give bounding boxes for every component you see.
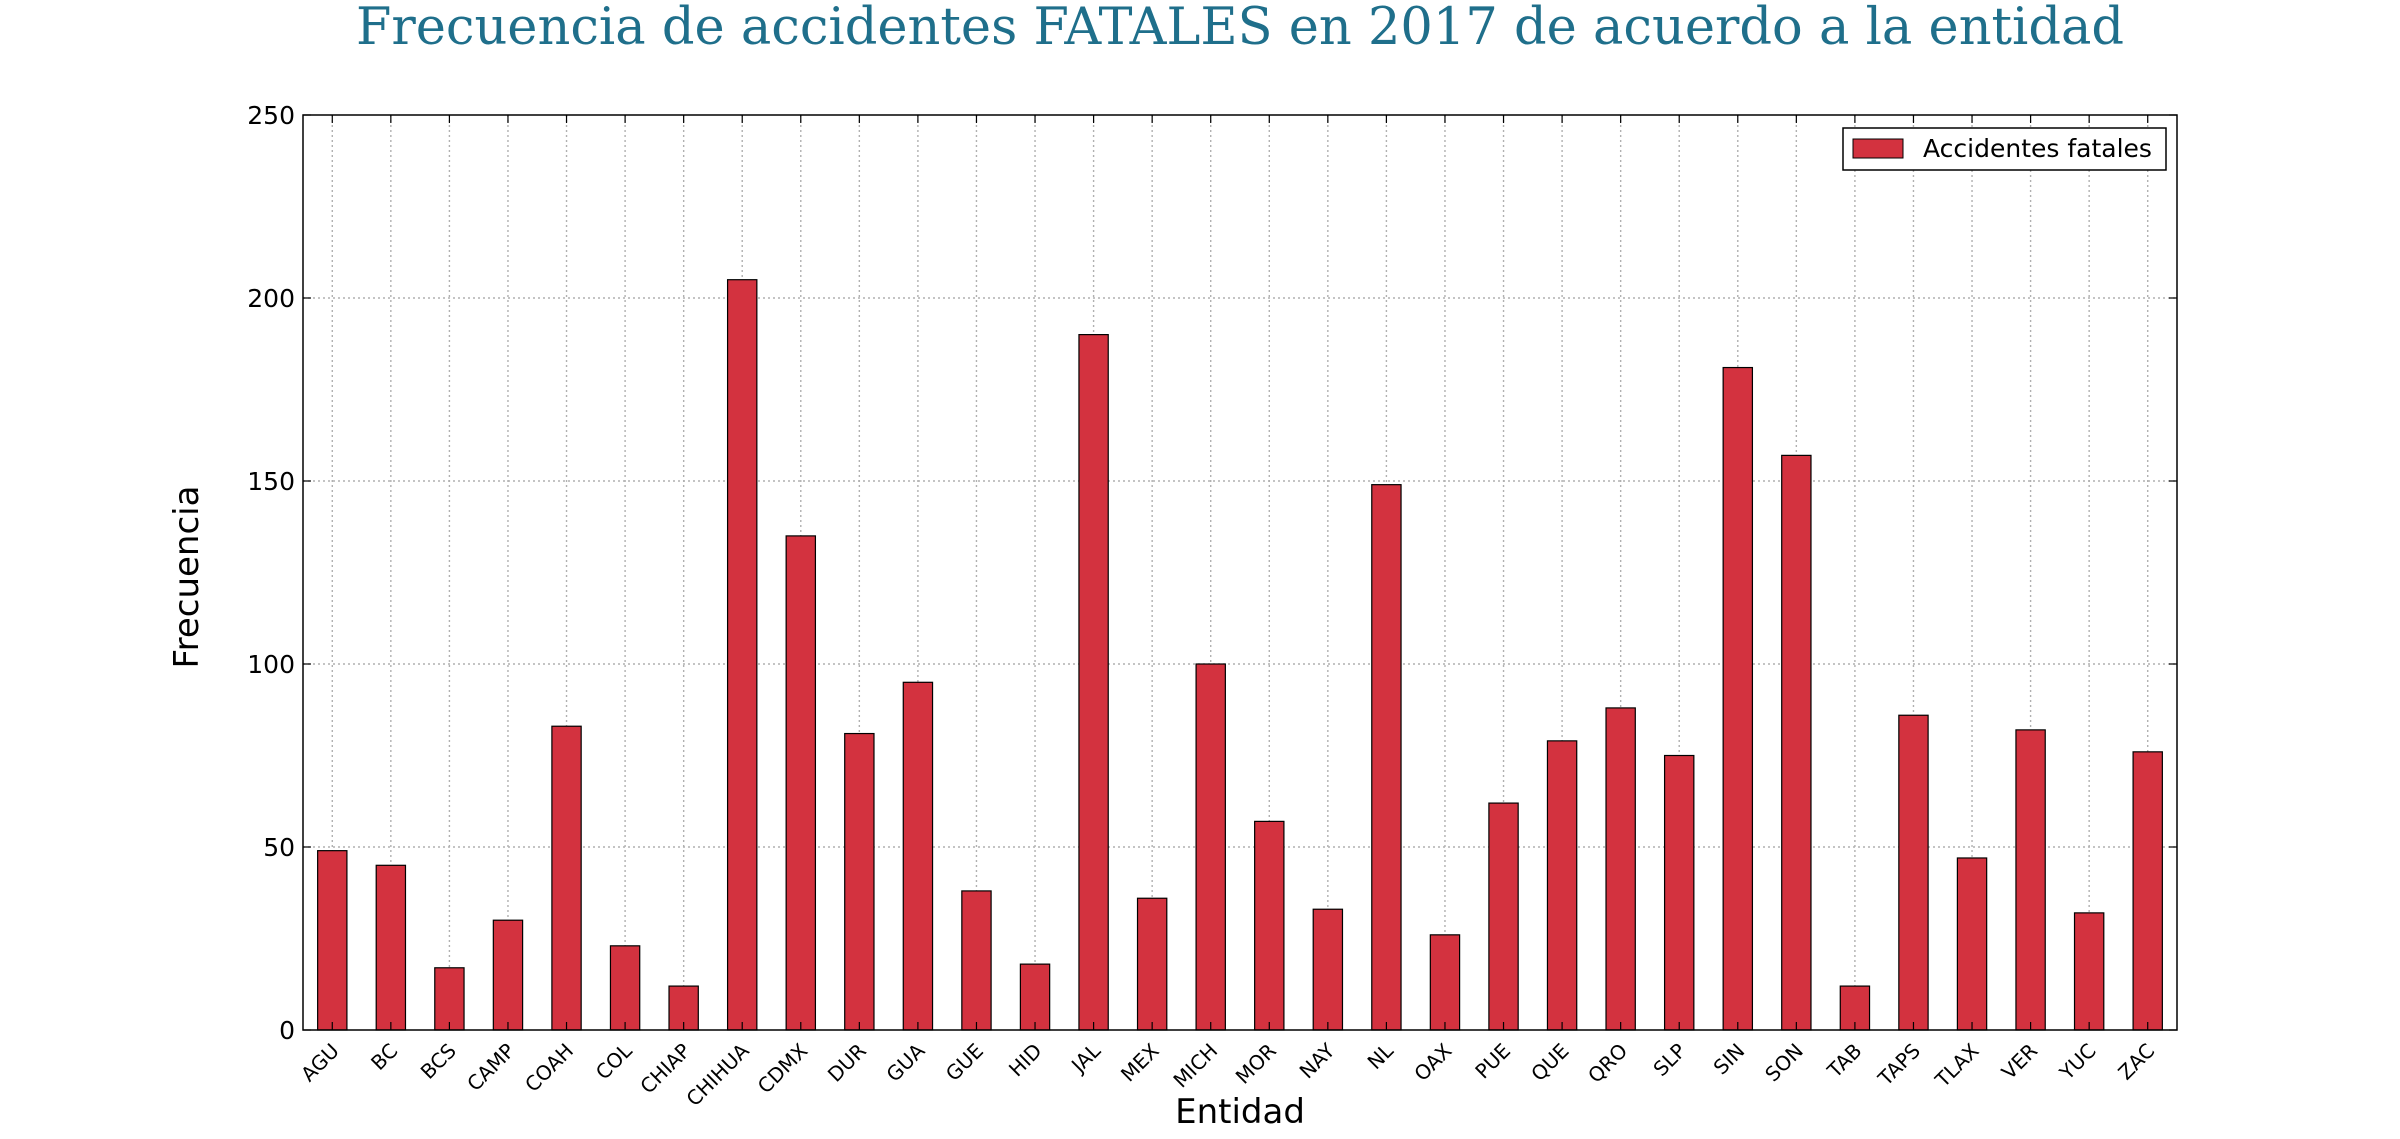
bar-bcs [434,967,465,1031]
bar-bc [375,864,407,1031]
chart-title: Frecuencia de accidentes FATALES en 2017… [356,0,2124,57]
x-tick-label: TAPS [1873,1039,1925,1091]
y-tick-label: 200 [247,284,295,313]
bar-slp [1663,754,1695,1031]
x-tick-label: CHIHUA [681,1038,754,1111]
y-tick-label: 100 [247,650,295,679]
x-tick-label: SIN [1709,1039,1750,1080]
bar-chihua [726,279,758,1031]
x-axis-label: Entidad [1175,1092,1305,1132]
x-tick-label: ZAC [2113,1039,2159,1085]
x-tick-label: TLAX [1930,1038,1984,1092]
bar-mich [1195,663,1226,1031]
bar-gua [902,681,934,1031]
bar-oax [1429,934,1461,1031]
grid-lines [303,115,2177,1030]
y-tick-label: 250 [247,101,295,130]
x-tick-label: DUR [823,1038,871,1086]
x-tick-label: GUE [941,1039,988,1086]
bar-series [317,279,2163,1031]
bar-que [1546,740,1578,1031]
y-tick-label: 0 [279,1016,295,1045]
bar-dur [844,732,875,1031]
x-tick-label: OAX [1409,1038,1456,1085]
x-tick-label: HID [1004,1039,1047,1082]
x-tick-label: CAMP [462,1039,519,1096]
x-tick-label: COAH [520,1039,578,1097]
x-tick-label: GUA [881,1038,929,1086]
bar-sin [1722,366,1754,1031]
bar-jal [1078,334,1109,1031]
y-tick-label: 50 [263,833,295,862]
bar-agu [317,850,348,1031]
legend-swatch [1852,138,1904,159]
bar-cdmx [785,535,817,1031]
x-tick-label: VER [1997,1038,2042,1083]
bar-nay [1312,908,1344,1031]
bar-yuc [2073,912,2105,1031]
x-tick-label: NAY [1295,1038,1340,1083]
x-tick-label: SLP [1648,1039,1690,1081]
bar-gue [961,890,992,1031]
x-tick-label: QUE [1526,1039,1573,1086]
bar-camp [492,919,524,1031]
legend: Accidentes fatales [1842,127,2167,171]
x-tick-label: TAB [1822,1039,1867,1084]
bar-tlax [1956,857,1988,1031]
x-tick-label: NL [1363,1038,1399,1074]
bar-mor [1254,820,1285,1031]
bar-ver [2015,729,2046,1031]
bar-nl [1371,484,1402,1031]
x-tick-label: AGU [296,1039,344,1087]
x-tick-label: BCS [416,1039,461,1084]
y-axis-label: Frecuencia [167,486,207,669]
bar-mex [1136,897,1168,1031]
x-tick-label: JAL [1065,1038,1105,1078]
x-tick-label: QRO [1583,1039,1632,1088]
x-tick-label: MICH [1168,1039,1222,1093]
x-tick-label: BC [366,1039,402,1075]
x-tick-label: PUE [1470,1039,1515,1084]
x-tick-label: COL [591,1038,637,1084]
legend-label: Accidentes fatales [1923,134,2152,163]
y-axis-ticks: 0 50 100 150 200 250 [247,101,2177,1045]
x-tick-label: MOR [1231,1039,1281,1089]
x-tick-label: SON [1760,1039,1808,1087]
x-tick-label: CDMX [753,1038,813,1098]
x-tick-label: MEX [1116,1038,1164,1086]
bar-zac [2132,751,2163,1031]
bar-hid [1019,963,1051,1031]
y-tick-label: 150 [247,467,295,496]
bar-taps [1898,714,1929,1031]
bar-coah [551,725,582,1031]
bar-son [1781,454,1812,1031]
bar-qro [1605,707,1636,1031]
plot-frame [302,114,2178,1031]
bar-col [609,945,641,1031]
bar-pue [1488,802,1519,1031]
x-tick-label: YUC [2054,1039,2101,1086]
